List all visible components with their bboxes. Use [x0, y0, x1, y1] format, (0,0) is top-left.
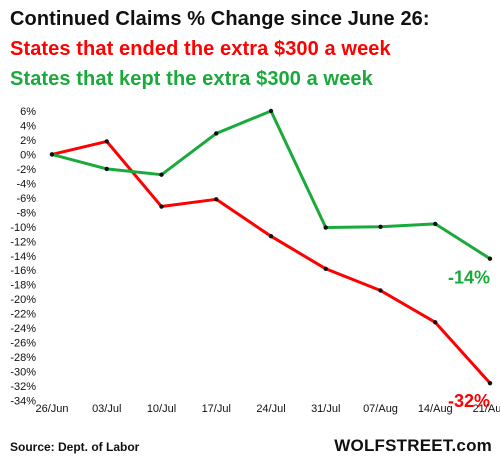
y-tick-label: -10%	[10, 222, 36, 234]
x-tick-label: 10/Jul	[147, 403, 176, 415]
y-tick-label: -12%	[10, 236, 36, 248]
x-tick-label: 21/Aug	[473, 403, 500, 415]
x-tick-label: 26/Jun	[35, 403, 68, 415]
brand-logo: WOLFSTREET.com	[334, 436, 492, 455]
data-point	[433, 320, 438, 325]
data-point	[268, 108, 274, 114]
data-point	[159, 172, 164, 177]
data-point	[487, 380, 493, 386]
y-tick-label: 0%	[20, 149, 36, 161]
data-point	[159, 204, 164, 209]
y-tick-label: -24%	[10, 323, 36, 335]
y-tick-label: -18%	[10, 280, 36, 292]
y-tick-label: -8%	[16, 207, 36, 219]
data-point	[323, 266, 328, 271]
data-point	[323, 225, 328, 230]
y-tick-label: 4%	[20, 120, 36, 132]
y-tick-label: -14%	[10, 251, 36, 263]
x-tick-label: 03/Jul	[92, 403, 121, 415]
y-tick-label: 2%	[20, 135, 36, 147]
y-tick-label: -4%	[16, 178, 36, 190]
legend-kept-label: States that kept the extra $300 a week	[10, 68, 373, 90]
data-point	[378, 288, 383, 293]
y-tick-label: -32%	[10, 381, 36, 393]
x-tick-label: 17/Jul	[202, 403, 231, 415]
source-note: Source: Dept. of Labor	[10, 440, 140, 454]
end-value-label: -14%	[448, 268, 490, 288]
y-tick-label: -34%	[10, 396, 36, 408]
chart-title: Continued Claims % Change since June 26:	[10, 8, 430, 30]
data-point	[104, 166, 109, 172]
y-tick-label: -16%	[10, 265, 36, 277]
x-tick-label: 07/Aug	[363, 403, 398, 415]
data-point	[268, 234, 274, 239]
data-point	[214, 197, 219, 202]
y-tick-label: -2%	[16, 164, 36, 176]
y-tick-label: -22%	[10, 309, 36, 321]
data-point	[104, 139, 109, 144]
y-tick-label: 6%	[20, 106, 36, 118]
legend-ended-label: States that ended the extra $300 a week	[10, 38, 391, 60]
data-point	[214, 131, 219, 136]
x-tick-label: 24/Jul	[256, 403, 285, 415]
data-point	[49, 152, 55, 157]
y-tick-label: -26%	[10, 338, 36, 350]
data-point	[378, 224, 383, 230]
y-tick-label: -30%	[10, 367, 36, 379]
y-tick-label: -6%	[16, 193, 36, 205]
data-point	[433, 221, 438, 227]
data-point	[487, 256, 493, 261]
series-line-ended	[50, 139, 492, 385]
y-tick-label: -28%	[10, 352, 36, 364]
end-value-label: -32%	[448, 391, 490, 411]
y-tick-label: -20%	[10, 294, 36, 306]
x-tick-label: 31/Jul	[311, 403, 340, 415]
x-tick-label: 14/Aug	[418, 403, 453, 415]
